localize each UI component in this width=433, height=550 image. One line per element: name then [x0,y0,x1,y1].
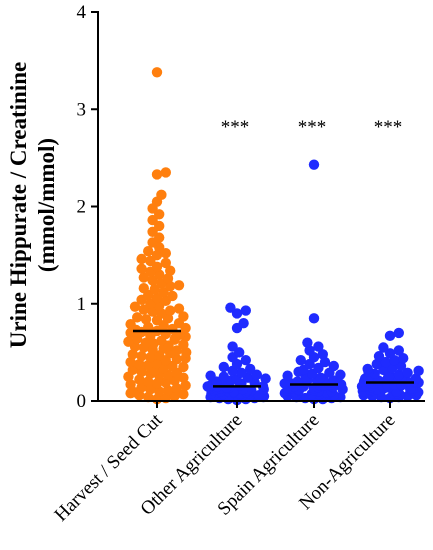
data-point [165,305,175,315]
data-point [413,366,423,376]
data-point [394,328,404,338]
data-point [309,313,319,323]
data-point [309,159,319,169]
data-point [161,167,171,177]
data-point [238,318,248,328]
data-point [136,351,146,361]
y-tick-label: 0 [77,391,87,412]
data-point [302,337,312,347]
data-point [219,362,229,372]
y-tick-label: 2 [77,197,87,218]
significance-marker: *** [374,117,403,138]
data-point [156,190,166,200]
significance-labels: *** *** *** [221,117,403,138]
data-point [152,169,162,179]
y-ticks: 0 1 2 3 4 [77,2,99,412]
data-point [174,303,184,313]
data-point [161,258,171,268]
data-point [385,331,395,341]
y-tick-label: 4 [77,2,87,23]
data-point [205,371,215,381]
data-point [241,305,251,315]
significance-marker: *** [298,117,327,138]
y-tick-label: 3 [77,99,87,120]
data-point [313,341,323,351]
data-point [152,67,162,77]
data-point [296,355,306,365]
data-point [227,341,237,351]
y-axis-label-line1: Urine Hippurate / Creatinine [6,62,31,348]
y-tick-label: 1 [77,294,87,315]
data-point [123,336,133,346]
data-point [378,342,388,352]
category-labels: Harvest / Seed CutOther AgricultureSpain… [51,401,400,526]
data-point [282,371,292,381]
significance-marker: *** [221,117,250,138]
data-point [394,345,404,355]
data-point [362,364,372,374]
data-point [335,370,345,380]
y-axis-label-line2: (mmol/mmol) [34,138,59,272]
data-point [219,371,229,381]
data-point [136,264,146,274]
data-point [225,302,235,312]
data-point [174,280,184,290]
data-point [139,283,149,293]
